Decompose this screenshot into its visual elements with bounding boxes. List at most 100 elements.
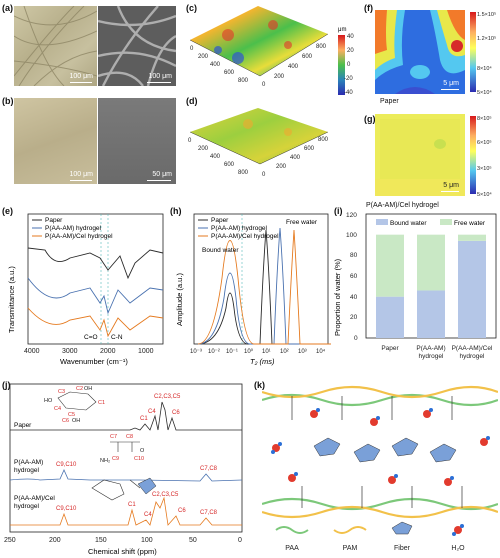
series-paam [9, 469, 243, 482]
y-tick: 60 [350, 273, 358, 280]
peak-label: C4 [144, 512, 152, 518]
atom-label: C7 [110, 434, 117, 440]
fiber-units [313, 437, 457, 463]
y-tick: 120 [346, 212, 357, 219]
panel-f-heatmap: 5 μm [375, 10, 465, 94]
atom-label: C5 [68, 412, 75, 418]
colorbar-tick: 40 [347, 34, 354, 40]
bar-free-1 [417, 234, 445, 291]
x-tick: 200 [274, 74, 285, 80]
x-tick: 200 [276, 164, 287, 170]
panel-e-label: (e) [2, 206, 13, 216]
legend-paam: P(AA-AM) hydrogel [45, 225, 102, 232]
x-tick: 50 [189, 537, 197, 544]
bar-free-2 [458, 234, 486, 241]
colorbar-tick: 8×10⁴ [477, 65, 492, 72]
annotation-co: C=O [84, 334, 98, 341]
atom-label: C10 [134, 456, 144, 462]
peak-label: C2,C3,C5 [152, 492, 179, 498]
legend: Bound water Free water [376, 219, 486, 227]
colorbar-tick: 1.2×10⁵ [477, 35, 496, 42]
legend-bound: Bound water [390, 220, 427, 227]
x-tick: 1000 [138, 348, 154, 355]
colorbar-tick: -20 [344, 76, 353, 82]
y-tick: 0 [188, 138, 192, 144]
y-tick: 0 [354, 335, 358, 342]
panel-a-optical-image: 100 μm [14, 6, 97, 86]
atom-label: C8 [126, 434, 133, 440]
panel-g-colorbar [470, 116, 476, 194]
colorbar [338, 35, 345, 95]
x-category: hydrogel [460, 353, 485, 360]
panel-b-label: (b) [2, 96, 14, 106]
x-tick: 400 [288, 64, 299, 70]
glucose-ring [137, 477, 157, 495]
x-axis-label: Wavenumber (cm⁻¹) [60, 357, 128, 366]
trace-label-paam: P(AA-AM) [14, 459, 43, 466]
composite-structure [91, 479, 141, 501]
scale-bar [441, 190, 459, 192]
x-tick: 150 [95, 537, 107, 544]
scale-bar [147, 81, 171, 83]
x-tick: 800 [316, 44, 327, 50]
pam-chain-top [262, 385, 498, 399]
x-tick: 100 [141, 537, 153, 544]
panel-b-sem-image: 50 μm [98, 98, 176, 184]
x-tick: 0 [262, 172, 266, 178]
cellulose-structure [57, 391, 97, 411]
panel-k-label: (k) [254, 380, 265, 390]
colorbar-tick: 5×10⁴ [477, 191, 492, 198]
atom-label: HO [44, 398, 53, 404]
panel-j-label: (j) [2, 380, 11, 390]
x-tick: 10² [280, 349, 289, 355]
legend-paper: Paper [45, 217, 63, 224]
atom-label: C3 [58, 389, 65, 395]
x-tick: 10⁻² [208, 349, 220, 355]
legend [275, 521, 464, 536]
panel-i-chart: Bound water Free water 0 20 40 60 80 100… [333, 212, 497, 360]
legend-pam: PAM [343, 545, 358, 552]
scale-bar [441, 88, 459, 90]
y-axis-label: Amplitude (a.u.) [175, 273, 184, 326]
panel-g-colorbar-ticks: 8×10⁵ 6×10⁵ 3×10⁵ 5×10⁴ [477, 115, 492, 198]
panel-b-optical-image: 100 μm [14, 98, 97, 184]
panel-c-label: (c) [186, 3, 197, 13]
x-tick: 4000 [24, 348, 40, 355]
series-paam [27, 277, 164, 315]
panel-f-caption: Paper [380, 98, 399, 105]
x-tick: 10⁰ [244, 348, 254, 355]
panel-f-colorbar-ticks: 1.5×10⁵ 1.2×10⁵ 8×10⁴ 5×10⁴ [477, 11, 496, 96]
x-tick: 10⁴ [316, 348, 326, 355]
colorbar-tick: 20 [347, 48, 354, 54]
x-tick: 2000 [100, 348, 116, 355]
surface-c [190, 6, 328, 76]
legend-cel: P(AA-AM)/Cel hydrogel [45, 233, 113, 240]
series-cel [27, 307, 164, 338]
panel-f-colorbar [470, 12, 476, 92]
scale-label: 50 μm [152, 171, 172, 178]
scale-label: 100 μm [69, 171, 94, 178]
trace-label-paam-2: hydrogel [14, 467, 39, 474]
series-cel [197, 229, 331, 345]
legend-paa: PAA [285, 545, 299, 552]
legend-paam: P(AA-AM) hydrogel [211, 225, 268, 232]
colorbar-tick: 8×10⁵ [477, 115, 492, 122]
plot-frame [9, 383, 243, 533]
scale-label: 100 μm [69, 73, 94, 80]
y-tick: 400 [210, 62, 221, 68]
peak-label: C4 [148, 409, 156, 415]
x-category: hydrogel [419, 353, 444, 360]
legend-water: H₂O [451, 545, 465, 552]
peak-label: C2,C3,C5 [154, 394, 181, 400]
y-tick: 600 [224, 162, 235, 168]
trace-label-cel: P(AA-AM)/Cel [14, 495, 55, 502]
x-tick: 250 [4, 537, 16, 544]
fiber-texture [14, 6, 97, 86]
colorbar-unit: μm [338, 27, 346, 33]
annotation-free: Free water [286, 219, 318, 226]
panel-h-chart: Paper P(AA-AM) hydrogel P(AA-AM)/Cel hyd… [175, 213, 331, 366]
surface-d [190, 108, 328, 164]
atom-label: C9 [112, 456, 119, 462]
x-axis-label: Chemical shift (ppm) [88, 547, 157, 556]
y-tick: 200 [198, 54, 209, 60]
